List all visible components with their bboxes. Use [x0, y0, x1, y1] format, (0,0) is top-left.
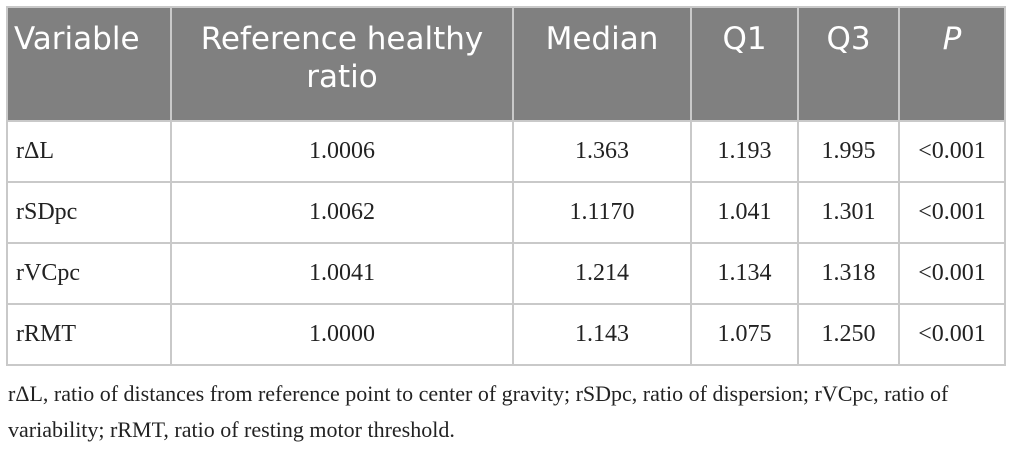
table-row: rRMT 1.0000 1.143 1.075 1.250 <0.001	[6, 303, 1006, 366]
data-table: Variable Reference healthy ratio Median Q1 Q…	[6, 6, 1006, 366]
footnote: rΔL, ratio of distances from reference p…	[8, 381, 949, 442]
table-cell: rΔL	[6, 120, 172, 183]
table-cell: 1.075	[690, 303, 799, 366]
table-cell: rSDpc	[6, 181, 172, 244]
table-cell: <0.001	[898, 181, 1006, 244]
header-cell: Median	[512, 6, 692, 122]
table-cell: 1.0041	[170, 242, 514, 305]
header-cell: Q3	[797, 6, 900, 122]
table-cell: 1.1170	[512, 181, 692, 244]
table-cell: 1.250	[797, 303, 900, 366]
header-cell: Reference healthy ratio	[170, 6, 514, 122]
table-row: rΔL 1.0006 1.363 1.193 1.995 <0.001	[6, 120, 1006, 183]
table-cell: 1.143	[512, 303, 692, 366]
table-row: rVCpc 1.0041 1.214 1.134 1.318 <0.001	[6, 242, 1006, 305]
table-cell: 1.318	[797, 242, 900, 305]
table-body: rΔL 1.0006 1.363 1.193 1.995 <0.001 rSDpc 1.006…	[6, 120, 1006, 366]
table-cell: 1.301	[797, 181, 900, 244]
table-cell: 1.995	[797, 120, 900, 183]
table-row: rSDpc 1.0062 1.1170 1.041 1.301 <0.001	[6, 181, 1006, 244]
table-cell: 1.193	[690, 120, 799, 183]
table-cell: <0.001	[898, 242, 1006, 305]
header-cell: Variable	[6, 6, 172, 122]
table-cell: 1.134	[690, 242, 799, 305]
header-cell: Q1	[690, 6, 799, 122]
table-cell: 1.214	[512, 242, 692, 305]
table-cell: 1.041	[690, 181, 799, 244]
table-cell: 1.363	[512, 120, 692, 183]
table-cell: 1.0062	[170, 181, 514, 244]
table-cell: <0.001	[898, 120, 1006, 183]
header-cell: P	[898, 6, 1006, 122]
table-cell: rRMT	[6, 303, 172, 366]
header-row: Variable Reference healthy ratio Median Q1 Q…	[6, 6, 1006, 122]
table-cell: 1.0006	[170, 120, 514, 183]
table-cell: rVCpc	[6, 242, 172, 305]
table-cell: <0.001	[898, 303, 1006, 366]
table-cell: 1.0000	[170, 303, 514, 366]
